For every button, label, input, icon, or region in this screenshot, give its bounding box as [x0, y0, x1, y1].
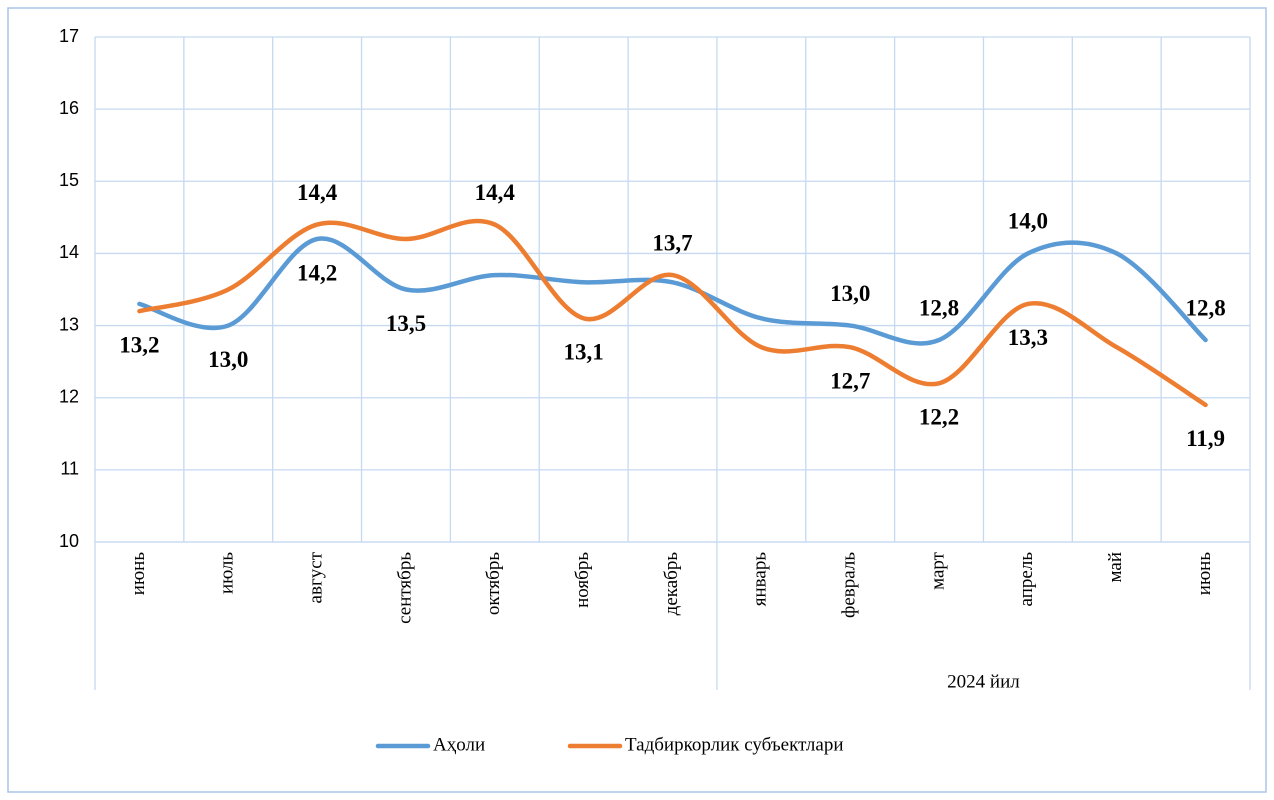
x-tick-label: февраль	[839, 552, 860, 618]
data-label: 13,0	[830, 281, 870, 306]
x-tick-label: декабрь	[661, 552, 682, 616]
x-tick-label: июль	[217, 552, 238, 594]
y-tick-label: 16	[59, 98, 79, 118]
data-label: 13,0	[208, 347, 248, 372]
group-label: 2024 йил	[947, 671, 1020, 692]
legend-label: Аҳоли	[433, 734, 485, 755]
data-label: 11,9	[1186, 426, 1225, 451]
data-label: 14,0	[1008, 209, 1048, 234]
legend-label: Тадбиркорлик субъектлари	[625, 734, 844, 755]
chart-border	[7, 7, 1267, 793]
x-tick-label: август	[305, 551, 326, 603]
x-tick-label: январь	[750, 552, 771, 607]
y-tick-label: 11	[60, 459, 79, 479]
x-tick-label: март	[927, 551, 948, 590]
data-label: 14,4	[475, 180, 516, 205]
x-tick-label: октябрь	[483, 552, 504, 615]
data-label: 12,7	[830, 368, 870, 393]
x-tick-label: сентябрь	[394, 552, 415, 624]
y-tick-label: 10	[59, 531, 79, 551]
data-label: 13,1	[564, 340, 604, 365]
data-label: 14,4	[297, 180, 338, 205]
data-label: 12,8	[1185, 295, 1225, 320]
x-tick-label: апрель	[1016, 552, 1037, 607]
y-tick-label: 12	[59, 386, 79, 406]
data-label: 13,7	[652, 230, 692, 255]
x-tick-label: ноябрь	[572, 552, 593, 608]
data-label: 12,2	[919, 405, 959, 430]
data-label: 13,3	[1008, 325, 1048, 350]
data-label: 13,2	[119, 332, 159, 357]
x-tick-label: май	[1105, 552, 1126, 583]
x-tick-label: июнь	[128, 552, 149, 596]
y-tick-label: 15	[59, 170, 79, 190]
line-series	[137, 236, 1208, 346]
data-label: 14,2	[297, 260, 337, 285]
y-tick-label: 14	[59, 242, 79, 262]
data-label: 12,8	[919, 295, 959, 320]
y-tick-label: 17	[59, 26, 79, 46]
data-label: 13,5	[386, 311, 426, 336]
line-series	[137, 218, 1208, 408]
y-tick-label: 13	[59, 314, 79, 334]
x-tick-label: июнь	[1194, 552, 1215, 596]
